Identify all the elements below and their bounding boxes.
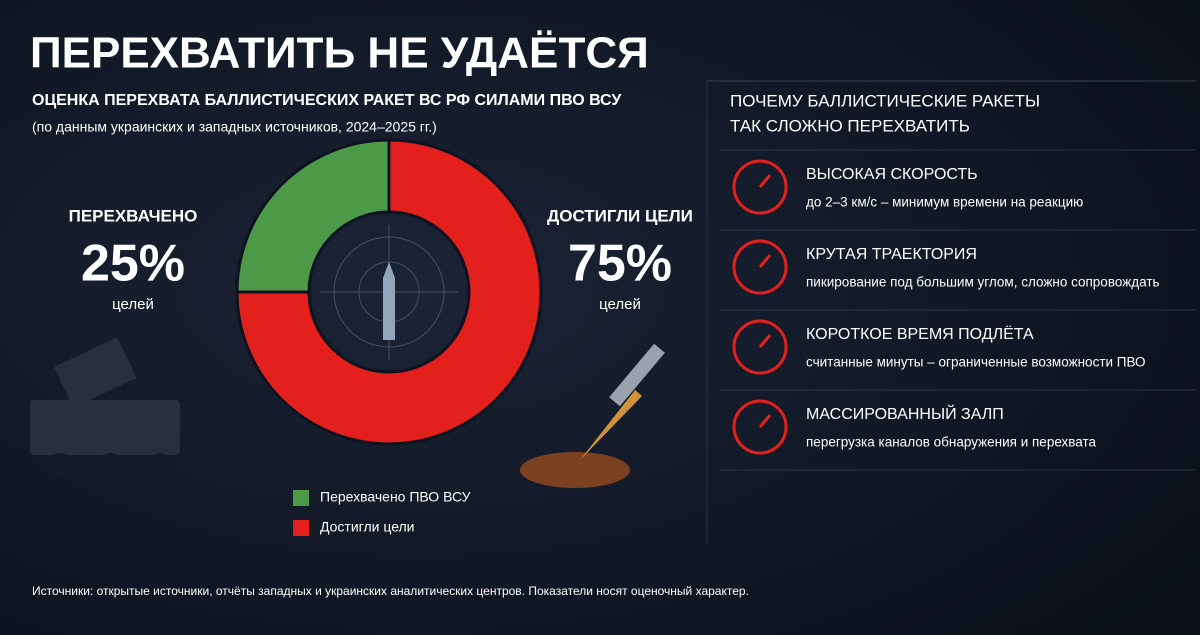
- reason-icon: [758, 174, 772, 188]
- reason-icon: [758, 334, 772, 348]
- reason-icon: [758, 414, 772, 428]
- annotation-unit: целей: [599, 296, 641, 313]
- reason-icon: [758, 254, 772, 268]
- reason-text: до 2–3 км/с – минимум времени на реакцию: [806, 195, 1083, 210]
- value-label: 25%: [81, 235, 185, 293]
- donut-chart: [235, 138, 543, 446]
- reason-title: КОРОТКОЕ ВРЕМЯ ПОДЛЁТА: [806, 325, 1034, 343]
- rocket-illustration: [520, 343, 665, 488]
- legend: Перехвачено ПВО ВСУ Достигли цели: [293, 489, 471, 536]
- left-illustration: [30, 337, 180, 477]
- legend-label: Перехвачено ПВО ВСУ: [320, 489, 471, 505]
- reason-title: КРУТАЯ ТРАЕКТОРИЯ: [806, 246, 977, 263]
- reason-icon: [732, 159, 788, 215]
- reason-text: пикирование под большим углом, сложно со…: [806, 275, 1160, 290]
- donut-segment: [235, 138, 543, 446]
- chart-title: ОЦЕНКА ПЕРЕХВАТА БАЛЛИСТИЧЕСКИХ РАКЕТ ВС…: [32, 92, 622, 109]
- annotation-unit: целей: [112, 296, 154, 313]
- reason-icon: [732, 319, 788, 375]
- sidebar-title: ПОЧЕМУ БАЛЛИСТИЧЕСКИЕ РАКЕТЫ: [730, 91, 1040, 110]
- chart-subtitle: (по данным украинских и западных источни…: [32, 119, 437, 135]
- annotation-label: ДОСТИГЛИ ЦЕЛИ: [547, 206, 693, 225]
- reason-title: МАССИРОВАННЫЙ ЗАЛП: [806, 404, 1004, 423]
- reasons-list: ВЫСОКАЯ СКОРОСТЬ до 2–3 км/с – минимум вр…: [720, 149, 1196, 471]
- donut-segment: [235, 138, 391, 294]
- source-note: Источники: открытые источники, отчёты за…: [32, 584, 749, 598]
- legend-swatch: [293, 490, 309, 506]
- annotation-label: ПЕРЕХВАЧЕНО: [69, 206, 198, 225]
- legend-label: Достигли цели: [320, 519, 415, 535]
- sidebar-title: ТАК СЛОЖНО ПЕРЕХВАТИТЬ: [730, 116, 970, 135]
- page-title: ПЕРЕХВАТИТЬ НЕ УДАЁТСЯ: [30, 29, 649, 78]
- reason-icon: [732, 239, 788, 295]
- reason-text: перегрузка каналов обнаружения и перехва…: [806, 435, 1097, 450]
- value-label: 75%: [568, 235, 672, 293]
- annotations: ПЕРЕХВАЧЕНО 25% целей ДОСТИГЛИ ЦЕЛИ 75% целей: [69, 206, 693, 312]
- reason-title: ВЫСОКАЯ СКОРОСТЬ: [806, 166, 978, 183]
- crosshair: [320, 225, 458, 360]
- reason-icon: [732, 399, 788, 455]
- reason-text: считанные минуты – ограниченные возможно…: [806, 355, 1146, 370]
- legend-swatch: [293, 520, 309, 536]
